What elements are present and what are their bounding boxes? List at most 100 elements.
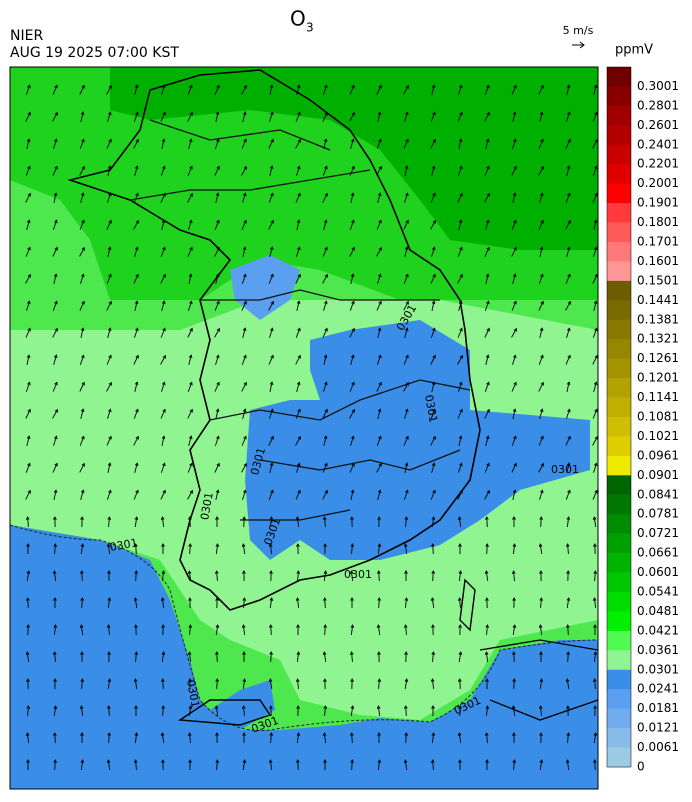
coastline — [67, 69, 481, 611]
colorbar-label: 0.0661 — [637, 546, 679, 560]
wind-arrow — [538, 624, 543, 636]
blue-area — [180, 680, 275, 730]
colorbar-swatch — [607, 86, 631, 107]
wind-arrow — [430, 219, 436, 230]
wind-arrow — [349, 219, 355, 230]
wind-arrow — [296, 543, 300, 555]
wind-arrow — [511, 165, 517, 176]
wind-arrow — [350, 489, 355, 500]
colorbar-label: 0.0181 — [637, 701, 679, 715]
wind-arrow — [484, 489, 490, 500]
wind-arrow — [484, 327, 490, 338]
wind-arrow — [296, 759, 300, 771]
wind-arrow — [566, 381, 571, 392]
wind-arrow — [350, 138, 355, 149]
wind-arrow — [296, 462, 301, 473]
wind-arrow — [593, 651, 598, 663]
wind-arrow — [215, 732, 219, 744]
wind-arrow — [187, 327, 193, 338]
wind-arrow — [80, 273, 85, 284]
wind-arrow — [214, 165, 220, 176]
wind-arrow — [106, 219, 112, 230]
wind-arrow — [538, 381, 544, 392]
wind-arrow — [53, 516, 57, 528]
wind-arrow — [25, 246, 31, 257]
wind-arrow — [539, 759, 544, 771]
wind-arrow — [484, 651, 489, 663]
wind-arrow — [269, 327, 274, 338]
wind-arrow — [350, 705, 355, 717]
wind-arrow — [133, 678, 138, 690]
wind-arrow — [268, 759, 273, 771]
wind-arrow — [458, 381, 463, 392]
wind-arrow — [188, 354, 193, 365]
wind-arrow — [214, 570, 219, 582]
wind-arrow — [106, 84, 112, 95]
wind-arrow — [53, 138, 58, 149]
colorbar-swatch — [607, 708, 631, 729]
wind-arrow — [512, 273, 517, 284]
wind-arrow — [242, 192, 247, 203]
wind-arrow — [215, 516, 219, 527]
wind-arrow — [458, 543, 462, 554]
contour-label: 0301 — [551, 463, 579, 476]
wind-arrow — [295, 192, 301, 203]
wind-arrow — [106, 624, 111, 636]
wind-arrow — [52, 462, 58, 473]
wind-arrow — [242, 732, 246, 744]
wind-arrow — [485, 354, 490, 365]
wind-arrow — [322, 462, 328, 473]
wind-arrow — [457, 408, 463, 419]
wind-arrow — [376, 462, 382, 473]
wind-arrow — [565, 138, 571, 149]
wind-arrow — [430, 192, 436, 203]
wind-arrow — [431, 381, 436, 392]
wind-arrow — [458, 651, 463, 663]
wind-arrow — [565, 192, 571, 203]
wind-arrow — [187, 408, 193, 419]
wind-arrow — [134, 732, 139, 744]
wind-arrow — [538, 300, 544, 311]
wind-arrow — [133, 327, 139, 338]
wind-arrow — [592, 597, 597, 609]
wind-arrow — [430, 597, 435, 609]
wind-arrow — [458, 624, 462, 636]
wind-arrow — [269, 651, 273, 663]
contour-label: 0301 — [344, 568, 372, 581]
wind-arrow — [512, 408, 517, 419]
wind-arrow — [377, 111, 382, 122]
wind-arrow — [242, 759, 247, 771]
wind-arrow — [269, 84, 274, 95]
wind-arrow — [106, 489, 112, 500]
wind-arrow — [538, 219, 544, 230]
wind-arrow — [565, 354, 571, 365]
wind-arrow — [214, 705, 219, 717]
wind-arrow — [323, 597, 327, 609]
wind-arrow — [52, 165, 58, 176]
wind-arrow — [53, 192, 58, 203]
wind-arrow — [187, 111, 193, 122]
colorbar-label: 0.0721 — [637, 526, 679, 540]
wind-arrow — [133, 759, 138, 771]
wind-arrow — [485, 597, 489, 609]
wind-arrow — [26, 219, 31, 230]
wind-arrow — [80, 192, 85, 203]
wind-arrow — [592, 192, 598, 203]
wind-arrow — [107, 570, 111, 581]
colorbar-swatch — [607, 689, 631, 709]
wind-arrow — [322, 408, 328, 419]
wind-arrow — [485, 219, 490, 230]
wind-arrow — [539, 651, 543, 662]
wind-arrow — [457, 111, 463, 122]
wind-arrow — [511, 570, 516, 582]
colorbar-swatch — [607, 650, 631, 671]
wind-arrow — [242, 651, 246, 662]
wind-arrow — [403, 84, 409, 95]
wind-arrow — [160, 489, 166, 500]
wind-arrow — [296, 651, 301, 663]
wind-arrow — [593, 543, 597, 555]
wind-arrow — [404, 111, 409, 122]
wind-arrow — [268, 300, 274, 311]
wind-arrow — [593, 624, 597, 635]
wind-arrow — [404, 570, 408, 581]
